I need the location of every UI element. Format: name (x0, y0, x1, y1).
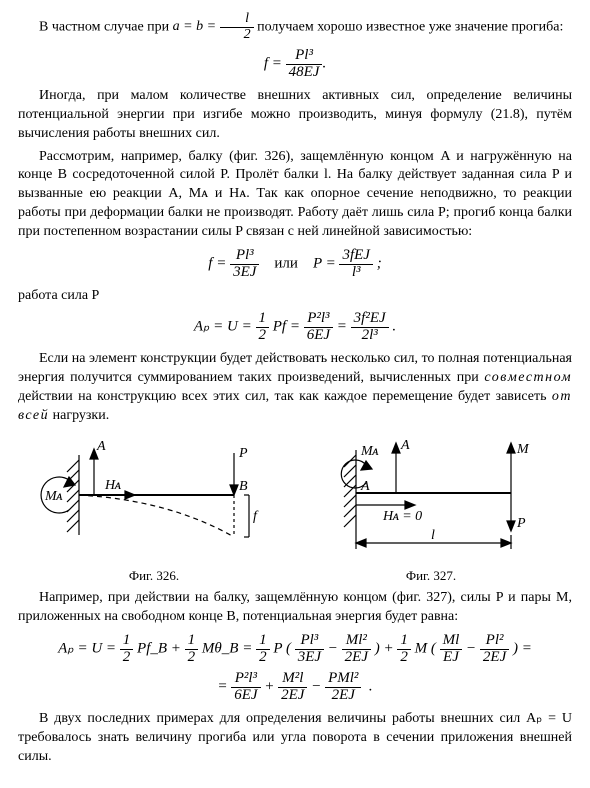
eq-5: = P²l³6EJ + M²l2EJ − PMl²2EJ . (18, 671, 572, 704)
eq2-f: f = (208, 256, 226, 272)
para-4: работа сила P (18, 287, 572, 306)
eq1-d: 48EJ (286, 65, 323, 81)
fig-326: A Hᴀ Mᴀ P B f Фиг. 326. (39, 435, 269, 585)
para-7: В двух последних примерах для определени… (18, 710, 572, 767)
fig326-cap: Фиг. 326. (39, 567, 269, 585)
cond-d: 2 (220, 28, 254, 43)
eq2-fd: 3EJ (230, 265, 259, 281)
eq3-tail: . (392, 319, 396, 335)
eq2-Pd: l³ (339, 265, 373, 281)
eq1-tail: . (322, 56, 326, 72)
eq1-n: Pl³ (286, 48, 323, 65)
cond: a = b = l 2 (173, 19, 257, 34)
eq3-cn: P²l³ (304, 311, 333, 328)
para-2: Иногда, при малом количестве внешних акт… (18, 87, 572, 144)
eq3-frac2: 3f²EJ 2l³ (351, 311, 389, 344)
eq2-frac2: 3fEJ l³ (339, 248, 373, 281)
eq2-P: P = (313, 256, 336, 272)
eq3-cd: 6EJ (304, 328, 333, 344)
lbl327-A: A (400, 438, 410, 453)
eq3-frac1: P²l³ 6EJ (304, 311, 333, 344)
lbl327-M: M (516, 442, 530, 457)
eq-3: Aₚ = U = 1 2 Pf = P²l³ 6EJ = 3f²EJ 2l³ . (18, 311, 572, 344)
eq4e: ) + (375, 640, 394, 656)
fig-327-svg: A Mᴀ A Hᴀ = 0 M P l (311, 435, 551, 565)
eq4b: Pf_B + (137, 640, 181, 656)
p1a: В частном случае при (39, 19, 173, 34)
lbl-A: A (96, 439, 106, 454)
eq4d: P ( (273, 640, 291, 656)
fig327-cap: Фиг. 327. (311, 567, 551, 585)
fig-327: A Mᴀ A Hᴀ = 0 M P l Фиг. 327. (311, 435, 551, 585)
cond-lhs: a = b = (173, 19, 216, 34)
lbl327-HA0: Hᴀ = 0 (382, 509, 422, 524)
para-5: Если на элемент конструкции будет действ… (18, 350, 572, 426)
figures-row: A Hᴀ Mᴀ P B f Фиг. 326. (18, 435, 572, 585)
eq2-frac1: Pl³ 3EJ (230, 248, 259, 281)
eq3-b: Pf = (273, 319, 300, 335)
eq2-tail: ; (377, 256, 382, 272)
eq-1: f = Pl³ 48EJ . (18, 48, 572, 81)
eq-2: f = Pl³ 3EJ или P = 3fEJ l³ ; (18, 248, 572, 281)
cond-n: l (220, 12, 254, 28)
eq3-a: Aₚ = U = (194, 319, 252, 335)
lbl327-l: l (431, 528, 435, 543)
lbl-P: P (238, 446, 248, 461)
eq3-hd: 2 (256, 328, 270, 344)
eq3-hn: 1 (256, 311, 270, 328)
fig-326-svg: A Hᴀ Mᴀ P B f (39, 435, 269, 565)
para-6: Например, при действии на балку, защемлё… (18, 589, 572, 627)
eq4a: Aₚ = U = (58, 640, 116, 656)
eq4f: M ( (415, 640, 436, 656)
lbl327-MA: Mᴀ (360, 444, 379, 459)
lbl-f: f (253, 509, 259, 524)
lbl-B: B (239, 479, 248, 494)
cond-frac: l 2 (220, 12, 254, 42)
eq4c: Mθ_B = (202, 640, 252, 656)
lbl327-P: P (516, 516, 526, 531)
p5c: нагрузки. (49, 408, 109, 423)
lbl-MA: Mᴀ (44, 489, 63, 504)
eq3-eq: = (337, 319, 347, 335)
eq3-dn: 3f²EJ (351, 311, 389, 328)
svg-text:A: A (360, 479, 370, 494)
para-3: Рассмотрим, например, балку (фиг. 326), … (18, 148, 572, 242)
eq1-lhs: f = (264, 56, 282, 72)
eq2-Pn: 3fEJ (339, 248, 373, 265)
eq3-dd: 2l³ (351, 328, 389, 344)
eq4g: ) = (513, 640, 532, 656)
lbl-HA: Hᴀ (104, 478, 121, 493)
eq-4: Aₚ = U = 12 Pf_B + 12 Mθ_B = 12 P ( Pl³3… (18, 633, 572, 666)
eq2-fn: Pl³ (230, 248, 259, 265)
p5-em: совместном (484, 370, 572, 385)
eq1-frac: Pl³ 48EJ (286, 48, 323, 81)
eq3-half: 1 2 (256, 311, 270, 344)
eq2-or: или (274, 256, 298, 272)
p1b: получаем хорошо известное уже значение п… (257, 19, 563, 34)
p5b: действии на конструкцию всех этих сил, т… (18, 389, 552, 404)
para-1: В частном случае при a = b = l 2 получае… (18, 12, 572, 42)
